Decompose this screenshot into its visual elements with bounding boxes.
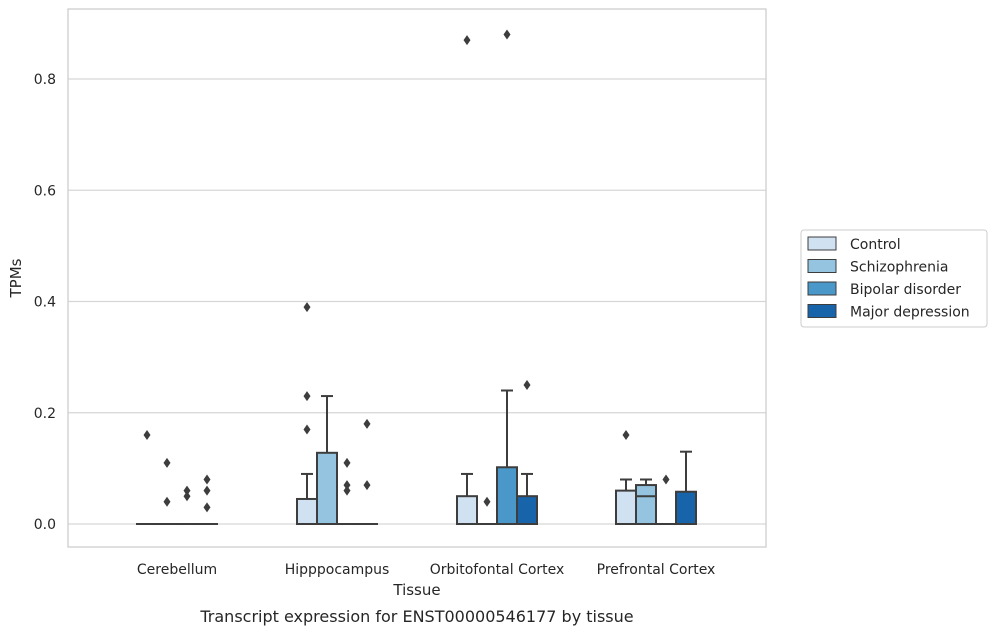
- outlier-point: [203, 485, 211, 496]
- y-tick-label: 0.0: [34, 517, 56, 533]
- box: [296, 497, 318, 525]
- box-series: [136, 29, 697, 526]
- box: [456, 495, 478, 525]
- legend-label: Schizophrenia: [850, 260, 948, 276]
- outlier-point: [483, 496, 491, 507]
- outlier-point: [303, 302, 311, 313]
- outlier-point: [303, 391, 311, 402]
- series-major-depression: [196, 379, 697, 526]
- x-tick-label: Cerebellum: [137, 562, 217, 578]
- legend-swatch: [807, 236, 837, 251]
- outlier-point: [363, 480, 371, 491]
- series-bipolar-disorder: [176, 29, 677, 526]
- outlier-point: [183, 491, 191, 502]
- box: [316, 451, 338, 525]
- y-tick-label: 0.4: [34, 295, 56, 311]
- box: [615, 489, 637, 525]
- x-tick-label: Orbitofontal Cortex: [430, 562, 565, 578]
- box: [496, 466, 518, 526]
- outlier-point: [662, 474, 670, 485]
- x-tick-labels: Cerebellum Hipppocampus Orbitofontal Corte…: [137, 562, 715, 578]
- y-axis-title: TPMs: [7, 258, 25, 298]
- outlier-point: [343, 480, 351, 491]
- legend-swatch: [807, 259, 837, 273]
- outlier-point: [203, 474, 211, 485]
- box: [635, 484, 657, 525]
- outlier-point: [363, 418, 371, 429]
- legend-label: Major depression: [850, 305, 970, 321]
- outlier-point: [163, 496, 171, 507]
- outlier-point: [183, 485, 191, 496]
- outlier-point: [343, 457, 351, 468]
- x-axis-title: Tissue: [392, 581, 440, 599]
- outlier-point: [343, 485, 351, 496]
- legend-label: Bipolar disorder: [850, 282, 961, 298]
- legend-swatch: [807, 304, 837, 318]
- legend-swatch: [807, 281, 837, 296]
- series-control: [136, 35, 637, 526]
- legend-label: Control: [850, 237, 901, 253]
- y-tick-label: 0.2: [34, 406, 56, 422]
- x-tick-label: Hipppocampus: [285, 562, 390, 578]
- series-schizophrenia: [156, 395, 657, 526]
- outlier-point: [303, 424, 311, 435]
- y-tick-label: 0.8: [34, 72, 56, 88]
- outlier-point: [503, 29, 511, 40]
- outlier-point: [523, 379, 531, 390]
- outlier-point: [163, 457, 171, 468]
- gridlines: [68, 78, 766, 525]
- outlier-point: [203, 502, 211, 513]
- x-tick-label: Prefrontal Cortex: [597, 562, 716, 578]
- y-tick-label: 0.6: [34, 183, 56, 199]
- outlier-point: [622, 430, 630, 440]
- box: [516, 495, 538, 525]
- chart-caption: Transcript expression for ENST0000054617…: [199, 607, 633, 626]
- box: [675, 490, 697, 525]
- outlier-point: [143, 430, 151, 440]
- legend-frame: [800, 229, 988, 328]
- plot-area-frame: [67, 8, 767, 548]
- y-tick-labels: 0.0 0.2 0.4 0.6 0.8: [34, 72, 56, 533]
- outlier-point: [463, 35, 471, 46]
- legend: Control Schizophrenia Bipolar disorder Majo…: [800, 229, 988, 328]
